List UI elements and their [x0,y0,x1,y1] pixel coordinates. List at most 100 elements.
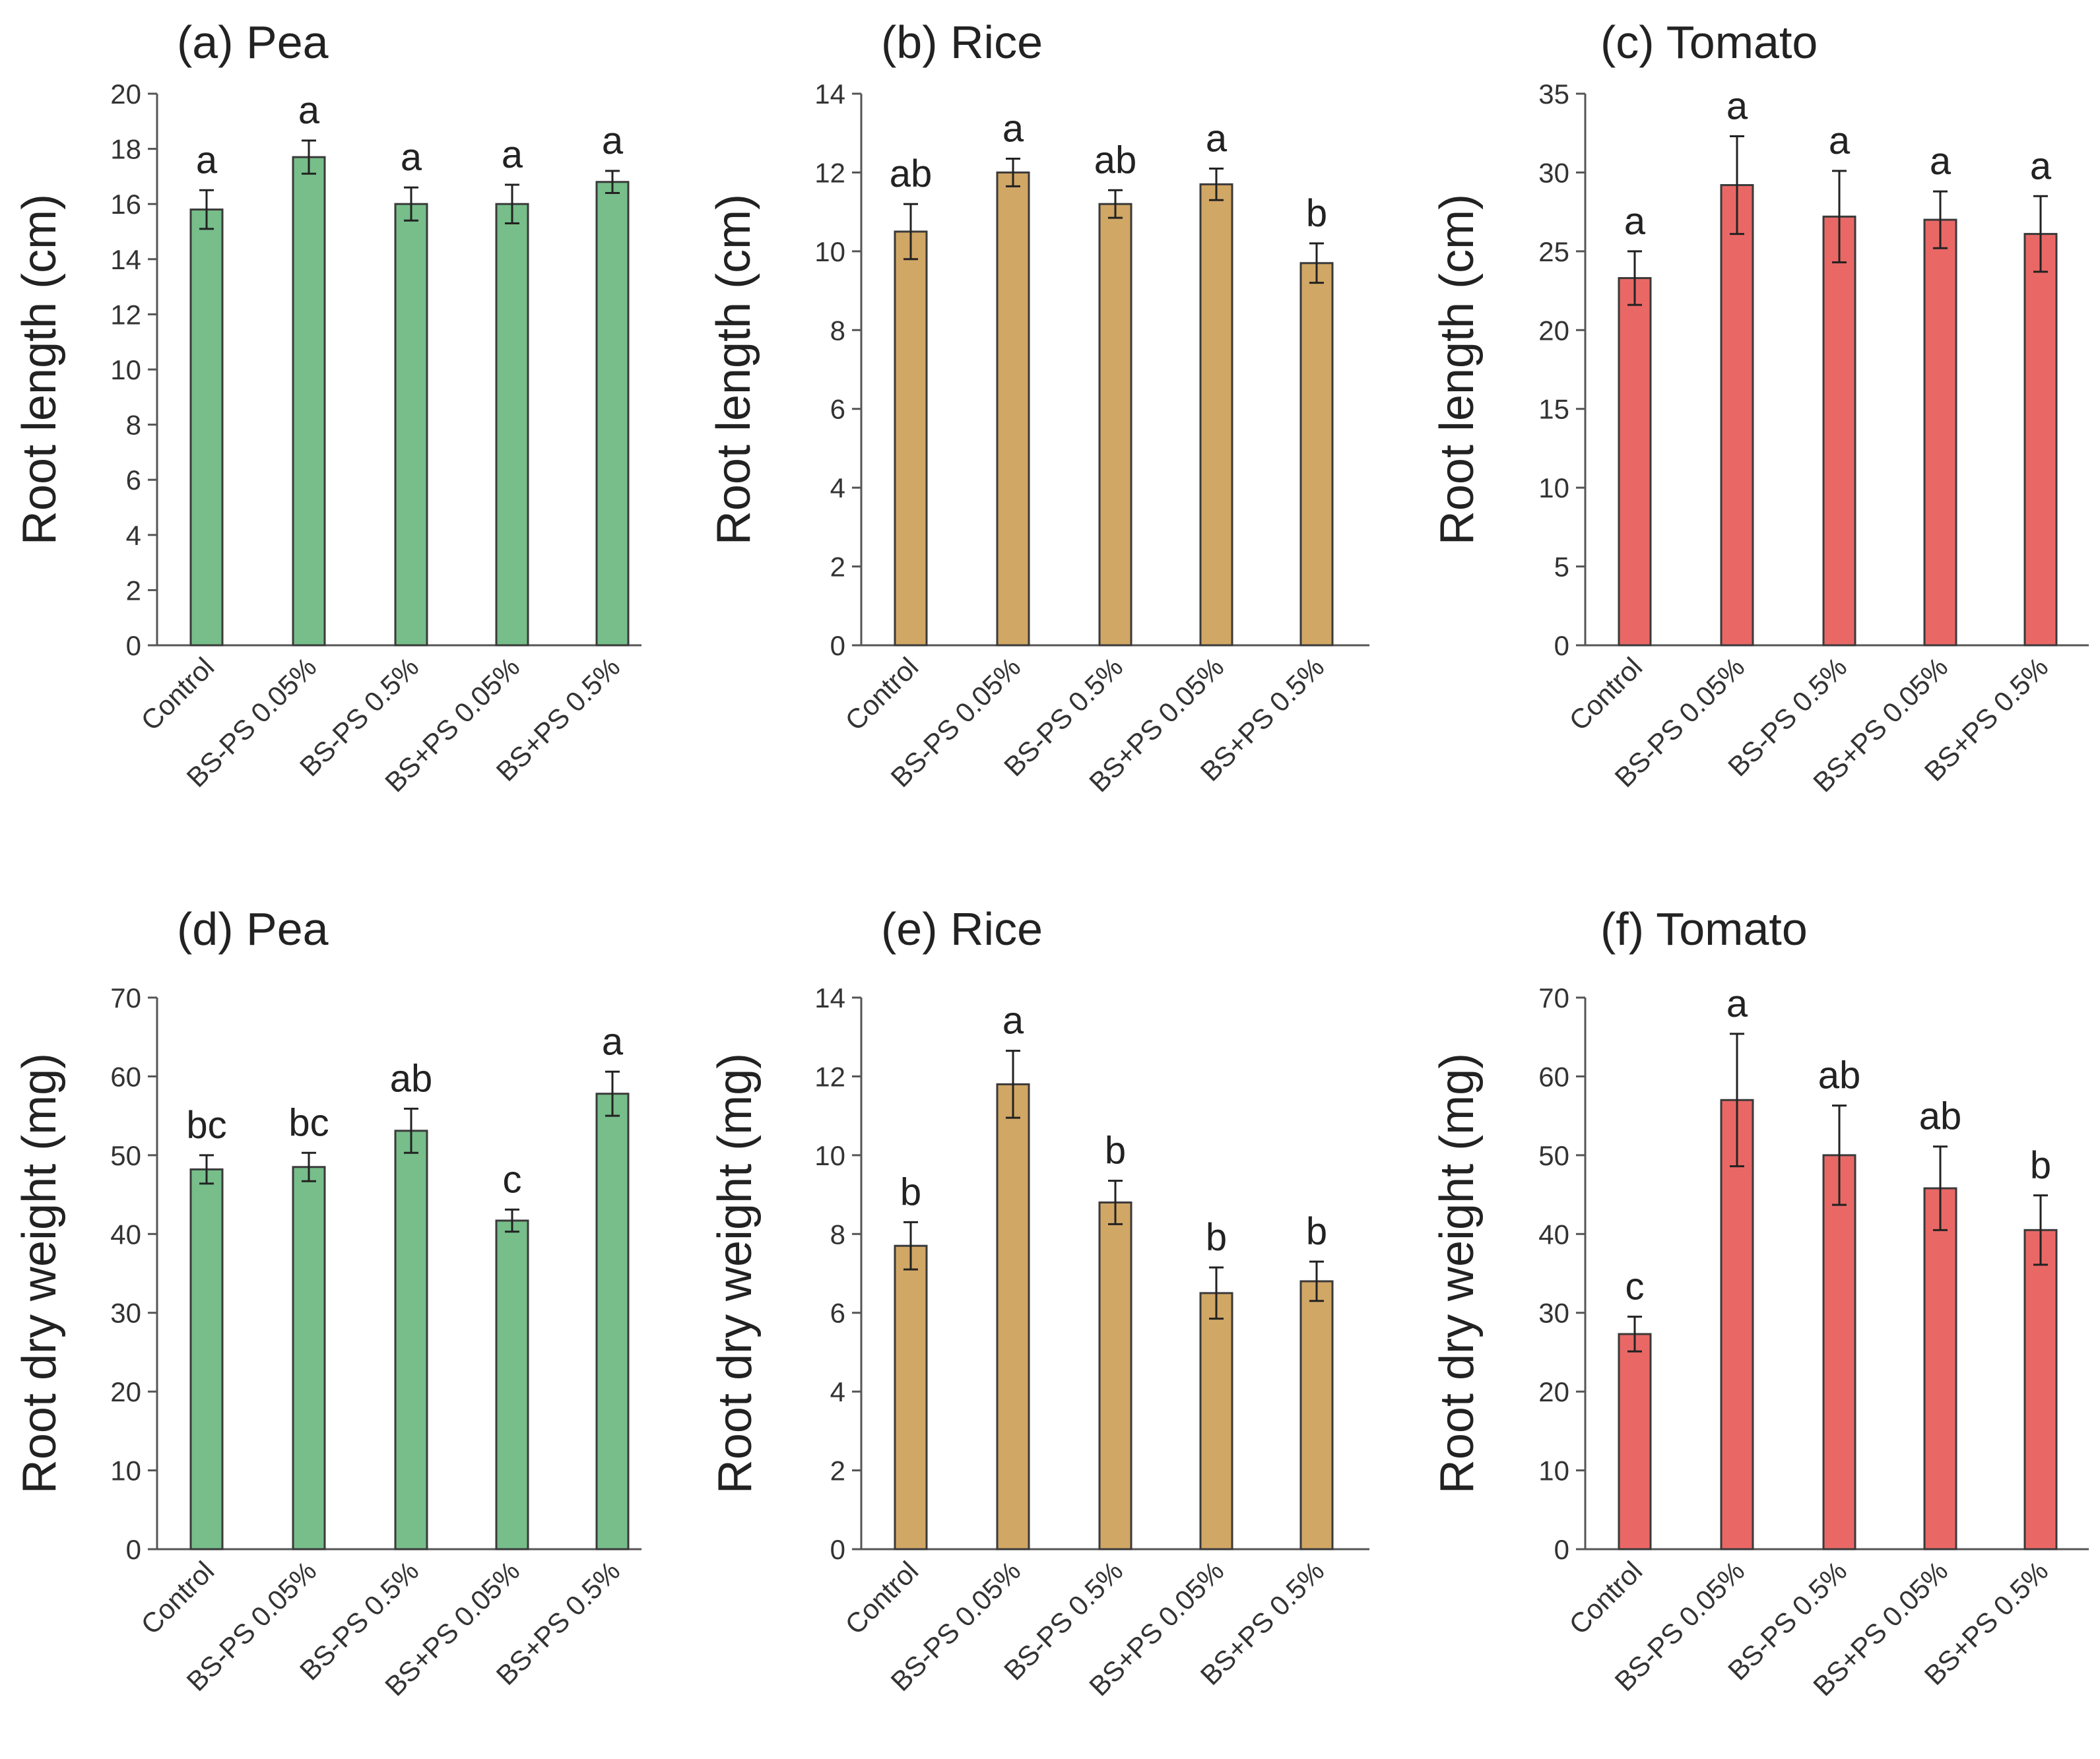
y-tick-label: 4 [830,1376,845,1407]
y-axis-label: Root dry weight (mg) [709,1053,762,1494]
y-tick-label: 25 [1538,236,1569,267]
bar-2 [1720,184,1754,647]
error-bar [1209,1266,1224,1320]
error-bar [903,1221,918,1271]
significance-label: b [1206,1216,1227,1259]
bar-3 [1098,1201,1132,1551]
error-bar [505,183,519,224]
y-tick-label: 30 [1538,1298,1569,1329]
significance-label: ab [390,1057,433,1100]
bar-5 [595,181,630,647]
y-tick-label: 60 [110,1061,141,1092]
y-tick-label: 6 [830,394,845,425]
chart-panel-d: (d) Pea Root dry weight (mg) 0 10 20 30 40 50 60… [13,903,641,1702]
y-tick-label: 10 [814,1140,845,1171]
bar-4 [495,1219,529,1551]
bar-3 [1098,203,1132,647]
panel-title: (c) Tomato [1600,16,1818,68]
significance-label: a [602,1020,624,1063]
significance-label: a [1624,200,1646,243]
y-tick-label: 6 [126,464,141,496]
bar-2 [292,1166,326,1551]
significance-label: b [900,1170,921,1213]
y-tick-label: 0 [126,1534,141,1565]
error-bar [404,186,418,222]
bar-3 [1822,215,1856,647]
significance-label: bc [186,1104,226,1147]
y-tick-label: 16 [110,189,141,220]
significance-label: c [503,1158,522,1201]
y-axis-label: Root length (cm) [1431,194,1484,545]
chart-panel-e: (e) Rice Root dry weight (mg) 0 2 4 6 8 10 12 14 b… [709,903,1369,1702]
y-tick-label: 4 [126,520,141,551]
bar-4 [1199,183,1233,647]
significance-label: a [1930,140,1952,183]
chart-panel-c: (c) Tomato Root length (cm) 0 5 10 15 20 25 30 35… [1431,16,2089,798]
category-label: Control [839,1555,924,1640]
bar-3 [394,1130,428,1551]
y-tick-label: 50 [1538,1140,1569,1171]
bar-4 [1923,218,1957,647]
y-tick-label: 18 [110,134,141,165]
bar-3 [1822,1154,1856,1551]
y-tick-label: 0 [1554,630,1569,661]
significance-label: a [1002,1000,1024,1042]
y-tick-label: 20 [110,1376,141,1407]
panel-title: (e) Rice [881,903,1043,955]
significance-label: a [298,89,320,132]
bar-5 [2023,1229,2058,1551]
y-axis-label: Root dry weight (mg) [13,1053,66,1494]
error-bar [2033,1194,2048,1266]
y-tick-label: 12 [814,157,845,188]
error-bar [1627,250,1642,306]
significance-label: b [1105,1130,1126,1172]
chart-panel-f: (f) Tomato Root dry weight (mg) 0 10 20 30 40 5… [1431,903,2089,1702]
y-tick-label: 12 [110,299,141,330]
y-tick-label: 2 [830,552,845,583]
y-tick-label: 40 [110,1219,141,1250]
y-tick-label: 0 [830,1534,845,1565]
chart-panel-a: (a) Pea Root length (cm) 0 2 4 6 8 10 12 14 16 18 20… [13,16,641,798]
y-tick-label: 10 [110,354,141,385]
y-tick-label: 14 [814,79,845,110]
y-tick-label: 20 [1538,1376,1569,1407]
error-bar [1832,170,1847,264]
y-tick-label: 40 [1538,1219,1569,1250]
y-tick-label: 0 [1554,1534,1569,1565]
significance-label: a [1002,108,1024,150]
y-tick-label: 2 [126,575,141,606]
bar-1 [189,1168,224,1551]
panel-title: (a) Pea [177,16,329,68]
y-tick-label: 12 [814,1061,845,1092]
y-axis-label: Root length (cm) [13,194,66,545]
bar-4 [495,203,529,647]
category-label: Control [1563,1555,1648,1640]
error-bar [2033,195,2048,273]
y-tick-label: 2 [830,1455,845,1487]
bar-2 [996,171,1030,647]
significance-label: ab [890,152,933,195]
error-bar [302,139,316,175]
y-tick-label: 20 [1538,315,1569,346]
error-bar [903,203,918,261]
significance-label: b [1306,192,1327,235]
bar-5 [2023,233,2058,647]
significance-label: a [401,136,422,179]
y-tick-label: 8 [830,315,845,346]
y-tick-label: 0 [830,630,845,661]
error-bar [1108,1180,1123,1225]
error-bar [1309,242,1324,284]
bar-1 [894,1244,928,1551]
significance-label: a [2030,144,2052,187]
bar-2 [292,156,326,647]
y-tick-label: 30 [1538,157,1569,188]
bar-2 [996,1083,1030,1551]
y-tick-label: 35 [1538,79,1569,110]
y-tick-label: 8 [830,1219,845,1250]
bar-5 [595,1093,630,1551]
category-label: Control [1563,651,1648,736]
y-axis-label: Root length (cm) [707,194,760,545]
significance-label: a [196,139,218,181]
